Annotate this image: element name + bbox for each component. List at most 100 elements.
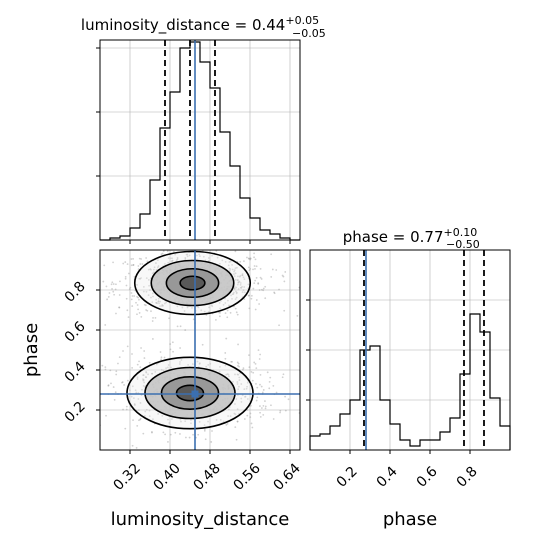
joint-scatter-point <box>196 360 199 363</box>
joint-contour-level <box>179 275 206 291</box>
joint-scatter-point <box>218 370 221 373</box>
joint-scatter-point <box>186 253 189 256</box>
joint-scatter-point <box>229 311 232 314</box>
joint-scatter-point <box>138 298 140 301</box>
joint-scatter-point <box>164 433 167 436</box>
joint-xtick-label: 0.64 <box>270 460 303 493</box>
joint-scatter-point <box>130 264 133 267</box>
joint-scatter-point <box>174 431 177 434</box>
joint-scatter-point <box>278 324 280 327</box>
joint-scatter-point <box>144 376 147 378</box>
joint-scatter-point <box>248 307 251 310</box>
joint-scatter-point <box>231 264 234 266</box>
joint-scatter-point <box>131 305 134 307</box>
joint-scatter-point <box>133 404 136 406</box>
joint-scatter-point <box>187 363 190 366</box>
joint-scatter-point <box>150 268 152 271</box>
joint-scatter-point <box>157 300 160 303</box>
joint-scatter-point <box>245 387 248 390</box>
joint-scatter-point <box>231 268 234 271</box>
joint-scatter-point <box>80 278 82 280</box>
joint-scatter-point <box>260 385 263 388</box>
joint-scatter-point <box>229 269 231 272</box>
joint-scatter-point <box>253 282 256 285</box>
joint-scatter-point <box>248 257 251 260</box>
joint-scatter-point <box>141 388 143 391</box>
joint-scatter-point <box>179 325 182 328</box>
joint-scatter-point <box>168 317 170 320</box>
joint-scatter-point <box>195 254 198 257</box>
joint-scatter-point <box>226 244 228 246</box>
joint-scatter-point <box>154 316 157 319</box>
joint-scatter-point <box>166 250 169 253</box>
joint-scatter-point <box>119 280 121 283</box>
joint-scatter-point <box>237 362 240 365</box>
joint-scatter-point <box>157 265 160 267</box>
joint-scatter-point <box>197 306 200 309</box>
joint-scatter-point <box>184 258 187 261</box>
joint-scatter-point <box>123 384 125 386</box>
joint-scatter-point <box>249 404 252 407</box>
joint-scatter-point <box>232 291 235 294</box>
joint-scatter-point <box>264 407 267 410</box>
joint-scatter-point <box>118 294 121 296</box>
joint-xtick-label: 0.48 <box>190 460 223 493</box>
joint-scatter-point <box>279 411 281 414</box>
joint-scatter-point <box>89 397 91 399</box>
joint-scatter-point <box>233 285 236 288</box>
joint-scatter-point <box>135 391 138 394</box>
joint-scatter-point <box>95 416 97 418</box>
joint-scatter-point <box>147 373 149 376</box>
joint-scatter-point <box>164 263 166 265</box>
joint-scatter-point <box>224 302 227 304</box>
joint-scatter-point <box>237 343 239 346</box>
joint-scatter-point <box>254 268 256 270</box>
joint-scatter-point <box>252 287 255 290</box>
joint-scatter-point <box>278 288 280 291</box>
joint-scatter-point <box>146 260 149 263</box>
joint-scatter-point <box>201 343 204 346</box>
joint-scatter-point <box>136 378 139 380</box>
joint-scatter-point <box>246 256 248 259</box>
joint-scatter-point <box>82 265 84 267</box>
joint-scatter-point <box>237 364 239 367</box>
joint-scatter-point <box>142 285 145 288</box>
joint-scatter-point <box>246 398 249 400</box>
joint-scatter-point <box>151 430 153 433</box>
joint-scatter-point <box>262 389 265 391</box>
joint-scatter-point <box>110 382 112 385</box>
joint-scatter-point <box>156 302 159 305</box>
joint-scatter-point <box>244 395 246 398</box>
joint-scatter-point <box>153 271 155 274</box>
joint-scatter-point <box>158 245 160 247</box>
joint-scatter-point <box>130 298 133 301</box>
joint-scatter-point <box>136 283 138 286</box>
joint-scatter-point <box>148 284 150 287</box>
joint-scatter-point <box>104 366 107 369</box>
joint-scatter-point <box>234 403 236 405</box>
joint-ytick-label: 0.2 <box>62 399 89 426</box>
joint-scatter-point <box>226 422 229 425</box>
joint-scatter-point <box>154 370 157 373</box>
joint-scatter-point <box>253 265 256 267</box>
joint-scatter-point <box>234 250 237 253</box>
luminosity-distance-title: luminosity_distance = 0.44+0.05 <box>81 14 319 35</box>
luminosity-distance-histogram-panel: luminosity_distance = 0.44+0.05 −0.05 <box>81 14 326 244</box>
joint-scatter-point <box>145 290 148 293</box>
joint-scatter-point <box>111 281 114 284</box>
joint-scatter-point <box>250 422 253 425</box>
joint-scatter-point <box>161 305 163 307</box>
joint-scatter-point <box>114 288 117 291</box>
joint-scatter-point <box>264 405 267 408</box>
joint-scatter-point <box>237 288 240 290</box>
joint-scatter-point <box>171 418 173 420</box>
joint-scatter-point <box>228 261 231 263</box>
joint-scatter-point <box>145 376 148 379</box>
joint-scatter-point <box>236 283 239 286</box>
joint-scatter-point <box>237 373 240 376</box>
joint-scatter-point <box>238 376 241 379</box>
phase-title-plus: +0.10 <box>444 226 478 239</box>
joint-scatter-point <box>145 371 148 374</box>
joint-scatter-point <box>115 312 117 315</box>
joint-scatter-point <box>142 379 145 382</box>
